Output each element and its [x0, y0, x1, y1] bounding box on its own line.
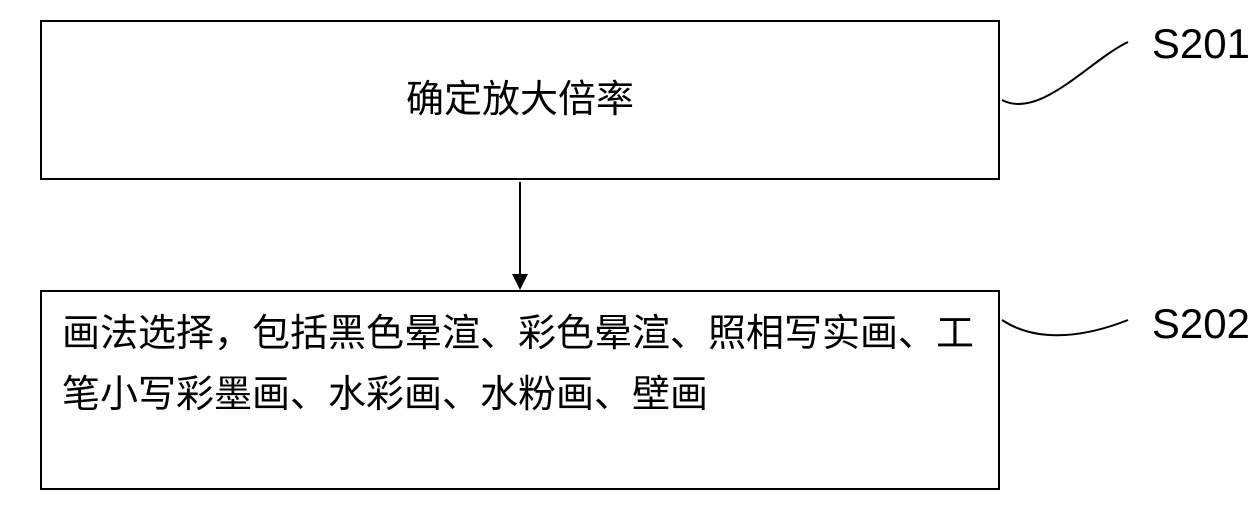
- flow-step-s202-text: 画法选择，包括黑色晕渲、彩色晕渲、照相写实画、工笔小写彩墨画、水彩画、水粉画、壁…: [62, 304, 978, 426]
- flow-step-s202-box: 画法选择，包括黑色晕渲、彩色晕渲、照相写实画、工笔小写彩墨画、水彩画、水粉画、壁…: [40, 290, 1000, 490]
- label-connector-s202: [1000, 290, 1140, 360]
- flow-step-s201-box: 确定放大倍率: [40, 20, 1000, 180]
- step-label-s201: S201: [1152, 20, 1250, 68]
- flow-step-s201-text: 确定放大倍率: [406, 70, 634, 131]
- edge-n1-n2: [500, 180, 540, 292]
- label-connector-s201: [1000, 20, 1140, 140]
- step-label-s202: S202: [1152, 300, 1250, 348]
